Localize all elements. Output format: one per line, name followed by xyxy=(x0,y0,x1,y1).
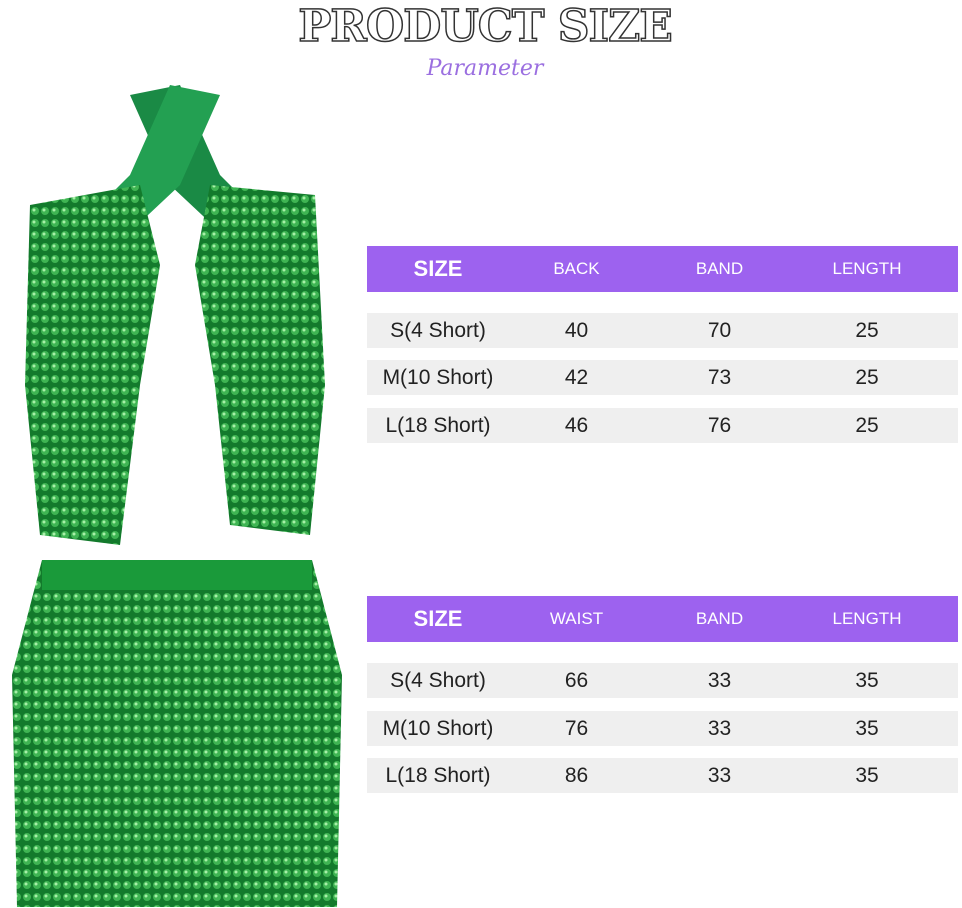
table-cell: 76 xyxy=(564,716,589,740)
table-cell: 33 xyxy=(707,763,732,787)
page-title: PRODUCT SIZE xyxy=(297,0,673,53)
table-row: L(18 Short) 86 33 35 xyxy=(367,758,958,793)
table-header: SIZE BACK BAND LENGTH xyxy=(367,246,958,292)
table-cell: 40 xyxy=(564,318,589,342)
table-row: M(10 Short) 76 33 35 xyxy=(367,711,958,746)
table-cell: M(10 Short) xyxy=(382,716,494,740)
table-row: L(18 Short) 46 76 25 xyxy=(367,408,958,443)
table-cell: S(4 Short) xyxy=(390,668,486,692)
column-header: WAIST xyxy=(549,609,604,628)
table-cell: 42 xyxy=(564,365,589,389)
table-cell: M(10 Short) xyxy=(382,365,494,389)
column-header: LENGTH xyxy=(832,609,902,628)
table-cell: 46 xyxy=(564,413,589,437)
column-header: SIZE xyxy=(413,256,463,281)
table-cell: 66 xyxy=(564,668,589,692)
table-cell: L(18 Short) xyxy=(385,413,491,437)
table-cell: 70 xyxy=(707,318,732,342)
table-cell: 25 xyxy=(855,365,879,389)
table-header: SIZE WAIST BAND LENGTH xyxy=(367,596,958,642)
table-cell: 86 xyxy=(564,763,589,787)
column-header: BACK xyxy=(553,259,600,278)
table-cell: 33 xyxy=(707,716,732,740)
page-subtitle: Parameter xyxy=(426,56,544,81)
sequin-skirt-image xyxy=(12,560,342,907)
table-cell: 33 xyxy=(707,668,732,692)
sequin-top-image xyxy=(25,85,325,545)
top-size-table: SIZE BACK BAND LENGTH S(4 Short) 40 70 25 M… xyxy=(367,246,958,446)
table-cell: 73 xyxy=(707,365,732,389)
table-cell: 35 xyxy=(855,668,879,692)
table-cell: L(18 Short) xyxy=(385,763,491,787)
table-cell: S(4 Short) xyxy=(390,318,486,342)
column-header: LENGTH xyxy=(832,259,902,278)
column-header: BAND xyxy=(695,259,744,278)
table-row: M(10 Short) 42 73 25 xyxy=(367,360,958,395)
column-header: SIZE xyxy=(413,606,463,631)
column-header: BAND xyxy=(695,609,744,628)
table-cell: 35 xyxy=(855,763,879,787)
table-cell: 25 xyxy=(855,318,879,342)
table-row: S(4 Short) 40 70 25 xyxy=(367,313,958,348)
table-cell: 76 xyxy=(707,413,732,437)
table-cell: 25 xyxy=(855,413,879,437)
table-row: S(4 Short) 66 33 35 xyxy=(367,663,958,698)
skirt-size-table: SIZE WAIST BAND LENGTH S(4 Short) 66 33 35 … xyxy=(367,596,958,796)
table-cell: 35 xyxy=(855,716,879,740)
